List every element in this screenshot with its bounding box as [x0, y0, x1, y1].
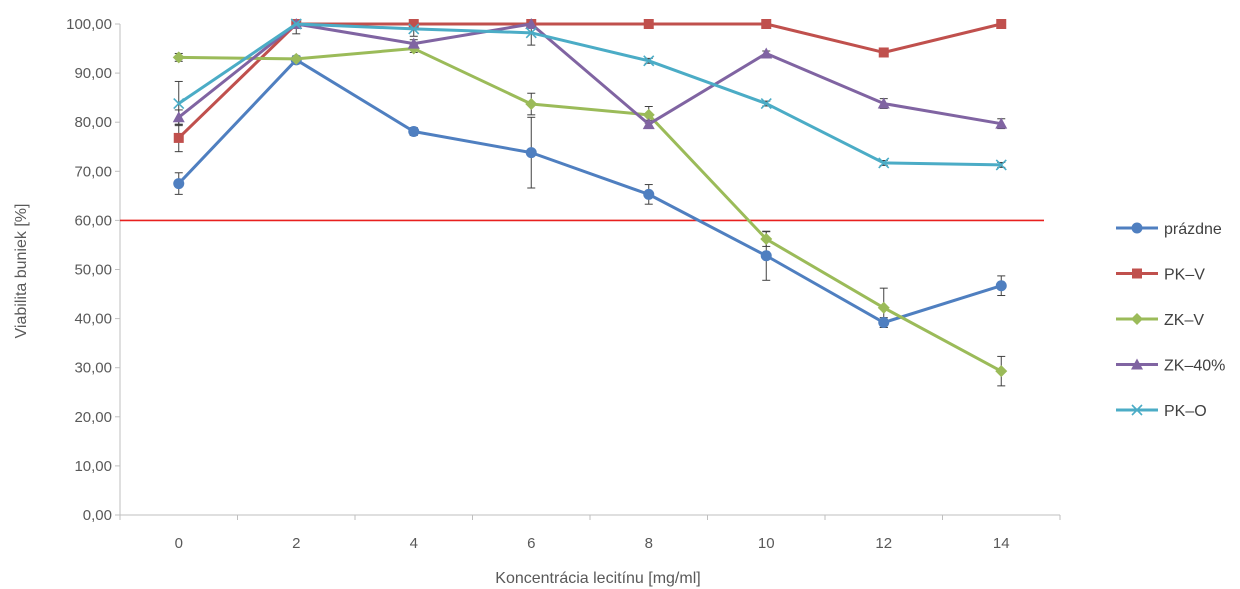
- data-point: [642, 108, 655, 121]
- data-point: [525, 27, 537, 39]
- series-4: [173, 18, 1007, 171]
- y-tick-label: 20,00: [74, 409, 112, 426]
- y-tick-label: 40,00: [74, 311, 112, 328]
- x-tick-label: 12: [875, 535, 892, 552]
- series-line: [178, 47, 1002, 373]
- data-point: [995, 365, 1008, 378]
- series-3: [172, 18, 1008, 130]
- y-tick-label: 80,00: [74, 114, 112, 131]
- series-line: [177, 22, 1002, 167]
- legend-swatch-marker: [1131, 222, 1143, 234]
- data-point: [761, 19, 772, 29]
- legend-swatch-marker: [1131, 313, 1143, 325]
- legend-label: ZK–40%: [1164, 358, 1225, 375]
- data-point: [996, 19, 1007, 29]
- errorbar-layer: [174, 21, 1006, 387]
- data-point: [290, 18, 302, 30]
- x-tick-label: 6: [527, 535, 535, 552]
- legend-item: ZK–40%: [1116, 358, 1225, 375]
- data-point: [760, 250, 772, 262]
- data-point: [760, 233, 773, 246]
- data-point: [995, 280, 1007, 292]
- data-point: [995, 117, 1008, 129]
- legend-label: ZK–V: [1164, 312, 1204, 329]
- data-point: [878, 47, 889, 58]
- data-point: [878, 317, 890, 329]
- data-point: [290, 52, 303, 65]
- y-tick-label: 100,00: [66, 16, 112, 33]
- x-tick-label: 2: [292, 535, 300, 552]
- legend-item: PK–O: [1116, 403, 1207, 420]
- series-1: [173, 19, 1007, 143]
- series-line: [177, 22, 1002, 126]
- data-point: [643, 55, 655, 67]
- y-tick-label: 0,00: [83, 507, 112, 524]
- data-point: [643, 19, 654, 29]
- data-point: [173, 132, 184, 143]
- data-point: [642, 118, 655, 130]
- x-tick-label: 4: [410, 535, 418, 552]
- data-point: [172, 111, 185, 123]
- x-tick-label: 14: [993, 535, 1010, 552]
- y-axis-title: Viabilita buniek [%]: [13, 204, 30, 339]
- legend-swatch-marker: [1132, 268, 1142, 279]
- data-point: [760, 97, 772, 110]
- series-layer: [172, 18, 1008, 378]
- legend-label: PK–V: [1164, 267, 1205, 284]
- legend-item: PK–V: [1116, 267, 1205, 284]
- data-point: [525, 98, 538, 111]
- data-point: [525, 147, 537, 159]
- data-point: [407, 37, 420, 49]
- y-tick-label: 70,00: [74, 163, 112, 180]
- y-tick-label: 90,00: [74, 65, 112, 82]
- y-tick-label: 60,00: [74, 212, 112, 229]
- legend-item: prázdne: [1116, 221, 1222, 238]
- data-point: [173, 97, 185, 110]
- x-tick-label: 8: [645, 535, 653, 552]
- y-tick-label: 50,00: [74, 262, 112, 279]
- data-point: [172, 51, 185, 64]
- legend-label: PK–O: [1164, 403, 1207, 420]
- data-point: [877, 97, 890, 109]
- y-tick-label: 30,00: [74, 360, 112, 377]
- series-line: [177, 22, 1002, 139]
- data-point: [525, 18, 538, 29]
- series-line: [177, 58, 1002, 325]
- data-point: [408, 23, 420, 35]
- data-point: [995, 159, 1007, 171]
- data-point: [643, 188, 655, 200]
- x-tick-label: 0: [175, 535, 183, 552]
- series-0: [173, 54, 1007, 329]
- legend-label: prázdne: [1164, 221, 1222, 238]
- data-point: [173, 178, 185, 190]
- data-point: [408, 19, 419, 29]
- legend: prázdne PK–V ZK–V ZK–40% PK–O: [1116, 221, 1225, 420]
- x-axis-title: Koncentrácia lecitínu [mg/ml]: [495, 570, 700, 587]
- legend-swatch-marker: [1131, 358, 1143, 370]
- data-point: [760, 47, 773, 59]
- data-point: [408, 126, 420, 138]
- data-point: [878, 157, 890, 169]
- legend-swatch-marker: [1131, 404, 1143, 416]
- y-tick-label: 10,00: [74, 458, 112, 475]
- x-tick-label: 10: [758, 535, 775, 552]
- data-point: [877, 301, 890, 314]
- axes-layer: 0,00 10,00 20,00 30,00 40,00 50,00 60,00 70,00 8…: [66, 16, 1061, 552]
- legend-item: ZK–V: [1116, 312, 1204, 329]
- series-2: [172, 42, 1008, 378]
